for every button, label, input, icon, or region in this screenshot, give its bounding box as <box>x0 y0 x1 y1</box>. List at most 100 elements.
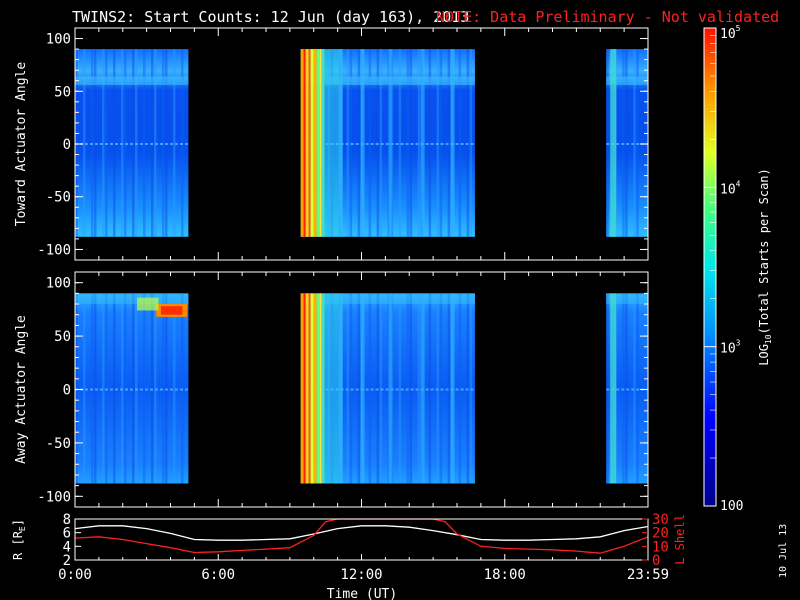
hot-stripe <box>305 49 309 237</box>
left-axis-label-sub: E <box>18 526 27 531</box>
toward-actuator-panel: -100 -50 0 50 100 Toward Actuator Angle <box>14 27 649 261</box>
heatmap-stripe <box>469 293 473 484</box>
heatmap-stripe <box>181 293 184 484</box>
heatmap-stripe <box>379 293 383 484</box>
cyan-stripe <box>338 49 343 237</box>
hot-stripe <box>308 293 311 484</box>
high-angle-band <box>606 76 648 85</box>
left-y-tick-label: 2 <box>63 553 71 569</box>
data-interval-block <box>75 293 189 484</box>
heatmap-stripe <box>94 293 97 484</box>
heatmap-stripe <box>439 293 443 484</box>
y-axis-label: Away Actuator Angle <box>14 315 29 464</box>
colorbar-label: LOG10(Total Starts per Scan) <box>757 168 773 366</box>
date-stamp: 10 Jul 13 <box>778 524 789 578</box>
high-angle-band <box>75 293 189 305</box>
heatmap-stripe <box>357 49 361 237</box>
heatmap-stripe <box>143 293 146 484</box>
hot-stripe <box>316 293 320 484</box>
heatmap-stripe <box>606 293 609 484</box>
r-series-line <box>74 525 649 541</box>
hot-stripe <box>313 293 317 484</box>
high-angle-band <box>75 76 189 85</box>
heatmap-stripe <box>154 49 157 237</box>
heatmap-stripe <box>625 49 628 237</box>
heatmap-stripe <box>368 293 372 484</box>
cyan-stripe <box>610 49 617 237</box>
colorbar-gradient <box>703 27 717 507</box>
heatmap-stripe <box>132 293 135 484</box>
y-tick-label: -100 <box>37 489 71 505</box>
hot-stripe <box>316 49 320 237</box>
hot-stripe <box>319 293 322 484</box>
heatmap-stripe <box>91 49 94 237</box>
hot-stripe <box>300 49 304 237</box>
hotspot-halo <box>137 297 159 311</box>
heatmap-stripe <box>165 49 168 237</box>
heatmap-stripe <box>154 293 157 484</box>
heatmap-stripe <box>91 293 94 484</box>
heatmap-stripe <box>625 293 628 484</box>
heatmap-stripe <box>398 49 402 237</box>
heatmap-stripe <box>606 49 609 237</box>
colorbar-tick-label: 100 <box>720 499 743 514</box>
heatmap-stripe <box>94 49 97 237</box>
heatmap-stripe <box>143 49 146 237</box>
y-tick-label: -50 <box>46 190 71 206</box>
warm-stripe <box>324 49 343 237</box>
heatmap-stripe <box>622 49 625 237</box>
heatmap-stripe <box>466 293 470 484</box>
left-axis-label: R [RE] <box>11 519 27 560</box>
cyan-stripe <box>450 293 455 484</box>
colorbar-tick-exp: 3 <box>736 339 741 348</box>
hot-stripe <box>300 293 304 484</box>
colorbar-label-log: LOG <box>757 344 771 366</box>
high-angle-band <box>606 293 648 305</box>
hot-stripe <box>321 293 325 484</box>
right-axis-label: L Shell <box>673 514 687 565</box>
heatmap-stripe <box>436 293 440 484</box>
hot-stripe <box>303 293 306 484</box>
heatmap-stripe <box>105 49 108 237</box>
x-tick-label: 12:00 <box>340 567 382 583</box>
x-tick-label: 18:00 <box>484 567 526 583</box>
cyan-stripe <box>360 49 365 237</box>
heatmap-stripe <box>162 293 165 484</box>
hotspot-core <box>160 306 183 315</box>
cyan-stripe <box>610 293 617 484</box>
x-tick-label: 6:00 <box>201 567 235 583</box>
heatmap-stripe <box>124 49 127 237</box>
heatmap-stripe <box>173 49 176 237</box>
heatmap-stripe <box>135 49 138 237</box>
cyan-stripe <box>450 49 455 237</box>
hot-stripe <box>310 49 314 237</box>
heatmap-stripe <box>151 49 154 237</box>
right-y-tick-label: 30 <box>652 512 669 528</box>
heatmap-stripe <box>121 293 124 484</box>
hot-stripe <box>303 49 306 237</box>
colorbar-tick-base: 10 <box>720 182 736 197</box>
heatmap-stripe <box>409 49 413 237</box>
heatmap-stripe <box>379 49 383 237</box>
heatmap-stripe <box>346 293 350 484</box>
y-axis-label: Toward Actuator Angle <box>14 62 29 227</box>
left-y-tick-label: 4 <box>63 539 71 555</box>
colorbar-tick-base: 10 <box>720 342 736 357</box>
cyan-stripe <box>338 293 343 484</box>
heatmap-stripe <box>633 293 636 484</box>
heatmap-stripe <box>181 49 184 237</box>
colorbar-label-rest: (Total Starts per Scan) <box>757 168 771 334</box>
heatmap-stripe <box>466 49 470 237</box>
heatmap-stripe <box>135 293 138 484</box>
heatmap-stripe <box>165 293 168 484</box>
high-angle-band <box>300 293 475 305</box>
left-y-tick-label: 8 <box>63 512 71 528</box>
colorbar-tick-exp: 4 <box>736 179 741 188</box>
left-y-tick-label: 6 <box>63 526 71 542</box>
heatmap-stripe <box>428 49 432 237</box>
heatmap-stripe <box>417 293 421 484</box>
heatmap-stripe <box>622 293 625 484</box>
heatmap-stripe <box>398 293 402 484</box>
hot-stripe <box>308 49 311 237</box>
